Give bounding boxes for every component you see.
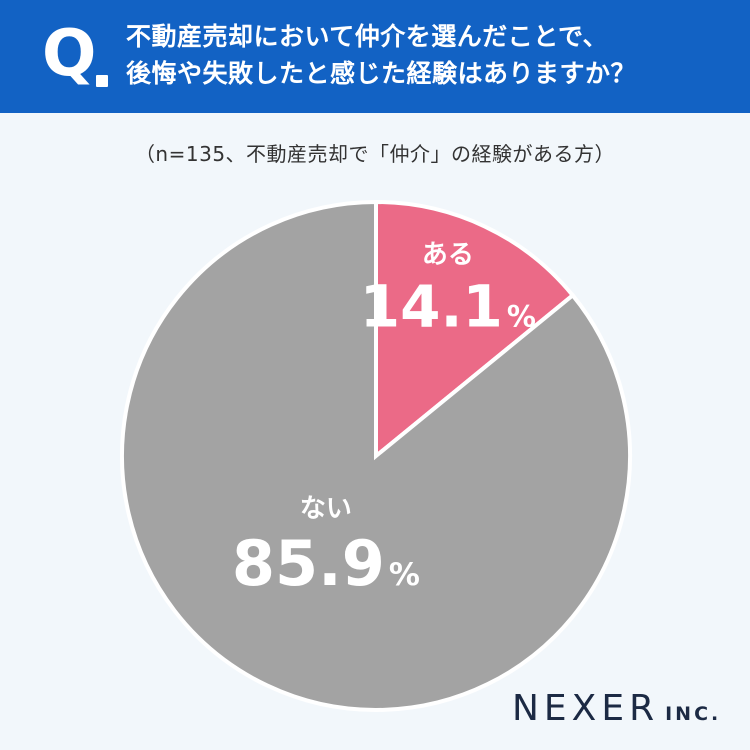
- slice-value-number-2: 85.9: [232, 527, 385, 600]
- brand-logo: NEXER INC.: [512, 688, 721, 729]
- brand-name: NEXER: [512, 688, 660, 729]
- question-text: 不動産売却において仲介を選んだことで、 後悔や失敗したと感じた経験はありますか？: [126, 18, 736, 92]
- question-header: Q 不動産売却において仲介を選んだことで、 後悔や失敗したと感じた経験はあります…: [0, 0, 750, 113]
- slice-value-unit-1: %: [507, 300, 536, 334]
- slice-value-unit-2: %: [389, 557, 420, 593]
- slice-value-number-1: 14.1: [360, 273, 503, 341]
- slice-category-label-1: ある: [422, 240, 474, 270]
- sample-note: （n=135、不動産売却で「仲介」の経験がある方）: [134, 142, 616, 166]
- question-line-1: 不動産売却において仲介を選んだことで、: [126, 22, 609, 51]
- brand-suffix: INC.: [665, 703, 722, 725]
- slice-category-label-2: ない: [300, 494, 352, 524]
- q-mark: Q: [42, 17, 96, 91]
- pie-slice-2: [120, 199, 632, 712]
- q-dot: [96, 75, 108, 87]
- slice-value-label-1: 14.1%: [360, 273, 536, 341]
- question-line-2: 後悔や失敗したと感じた経験はありますか？: [126, 59, 637, 88]
- slice-value-label-2: 85.9%: [232, 527, 420, 600]
- pie-slice-1: [374, 199, 576, 461]
